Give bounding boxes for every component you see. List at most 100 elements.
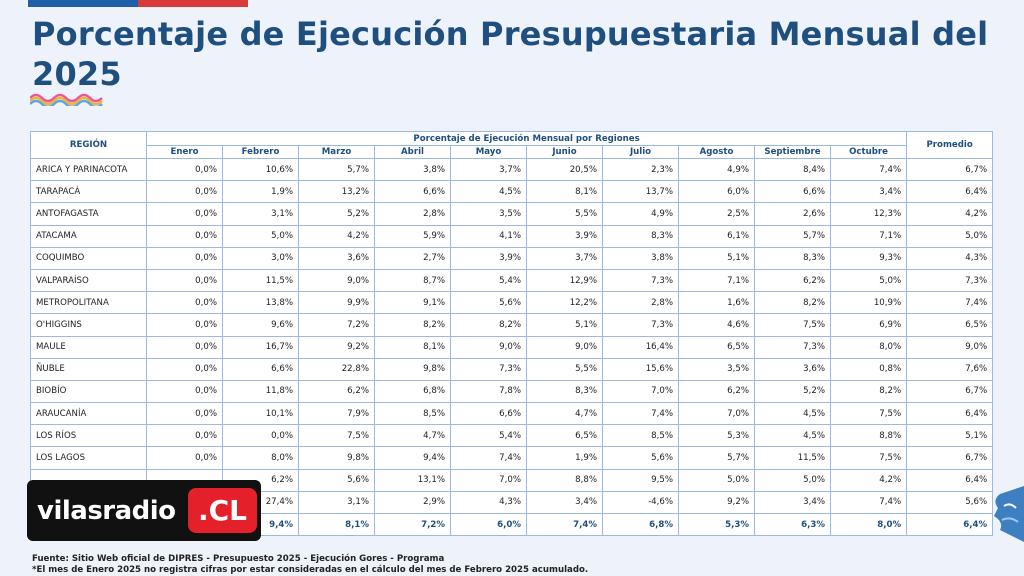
accent-bar-blue <box>28 0 138 7</box>
value-cell: 5,2% <box>298 202 375 226</box>
value-cell: 0,0% <box>146 424 223 448</box>
value-cell: 0,0% <box>146 157 223 182</box>
value-cell: 6,5% <box>678 335 755 359</box>
value-cell: 0,0% <box>146 291 223 315</box>
value-cell: 7,4% <box>450 446 527 470</box>
value-cell: 3,1% <box>222 202 299 226</box>
average-cell: 6,4% <box>906 402 994 426</box>
value-cell: 7,3% <box>602 313 679 337</box>
table-row: METROPOLITANA 0,0% 13,8% 9,9% 9,1% 5,6% 12,2% 2… <box>30 291 994 315</box>
value-cell: 8,3% <box>602 224 679 248</box>
value-cell: 4,1% <box>450 224 527 248</box>
value-cell: 4,3% <box>450 490 527 515</box>
value-cell: 6,0% <box>678 180 755 204</box>
month-header: Marzo <box>298 145 375 159</box>
top-accent-bar <box>28 0 248 7</box>
value-cell: 13,8% <box>222 291 299 315</box>
value-cell: 10,6% <box>222 157 299 182</box>
region-cell: ARAUCANÍA <box>30 402 147 426</box>
logo-text: vilasradio <box>37 495 176 526</box>
value-cell: 3,5% <box>450 202 527 226</box>
average-cell: 6,4% <box>906 468 994 492</box>
value-cell: 6,6% <box>754 180 831 204</box>
average-cell: 6,7% <box>906 446 994 470</box>
accent-bar-red <box>138 0 248 7</box>
value-cell: 5,0% <box>678 468 755 492</box>
value-cell: 7,8% <box>450 379 527 404</box>
value-cell: 6,9% <box>829 313 908 337</box>
month-header: Julio <box>602 145 679 159</box>
value-cell: 7,0% <box>450 468 527 492</box>
value-cell: 7,9% <box>298 402 375 426</box>
value-cell: 7,0% <box>678 402 755 426</box>
value-cell: 15,6% <box>602 357 679 381</box>
value-cell: 4,5% <box>754 424 831 448</box>
value-cell: 13,7% <box>602 180 679 204</box>
table-row: TARAPACÁ 0,0% 1,9% 13,2% 6,6% 4,5% 8,1% 13,7% 6,… <box>30 180 994 204</box>
value-cell: 1,9% <box>526 446 603 470</box>
decorative-corner-icon <box>994 486 1024 542</box>
value-cell: 10,9% <box>829 291 908 315</box>
value-cell: 20,5% <box>526 157 603 182</box>
value-cell: 12,9% <box>526 268 603 293</box>
value-cell: 4,6% <box>678 313 755 337</box>
value-cell: 0,0% <box>146 224 223 248</box>
value-cell: 8,5% <box>602 424 679 448</box>
value-cell: 4,2% <box>829 468 908 492</box>
value-cell: 5,0% <box>754 468 831 492</box>
value-cell: 13,2% <box>298 180 375 204</box>
month-header: Junio <box>526 145 603 159</box>
total-average-cell: 6,4% <box>906 512 994 537</box>
value-cell: 6,2% <box>298 379 375 404</box>
value-cell: 4,7% <box>374 424 451 448</box>
value-cell: 7,1% <box>829 224 908 248</box>
value-cell: 1,6% <box>678 291 755 315</box>
value-cell: 9,0% <box>298 268 375 293</box>
value-cell: 7,5% <box>829 446 908 470</box>
table-row: COQUIMBO 0,0% 3,0% 3,6% 2,7% 3,9% 3,7% 3,8% 5,1%… <box>30 246 994 270</box>
value-cell: 0,8% <box>829 357 908 381</box>
budget-table: REGIÓN Porcentaje de Ejecución Mensual p… <box>30 131 994 537</box>
value-cell: 0,0% <box>146 268 223 293</box>
value-cell: 7,4% <box>829 157 908 182</box>
value-cell: 8,1% <box>374 335 451 359</box>
value-cell: 9,6% <box>222 313 299 337</box>
value-cell: 8,3% <box>754 246 831 270</box>
value-cell: 9,2% <box>678 490 755 515</box>
value-cell: 5,4% <box>450 268 527 293</box>
value-cell: 3,7% <box>526 246 603 270</box>
footer-source: Fuente: Sitio Web oficial de DIPRES - Pr… <box>32 554 445 564</box>
value-cell: 2,9% <box>374 490 451 515</box>
decorative-wave-icon <box>30 93 103 106</box>
value-cell: 5,1% <box>678 246 755 270</box>
value-cell: 5,7% <box>678 446 755 470</box>
value-cell: 12,2% <box>526 291 603 315</box>
value-cell: 8,2% <box>754 291 831 315</box>
value-cell: 9,8% <box>374 357 451 381</box>
value-cell: 3,9% <box>526 224 603 248</box>
value-cell: 3,6% <box>754 357 831 381</box>
value-cell: 2,8% <box>374 202 451 226</box>
value-cell: 5,7% <box>298 157 375 182</box>
average-cell: 5,0% <box>906 224 994 248</box>
value-cell: 6,2% <box>678 379 755 404</box>
table-row: BIOBÍO 0,0% 11,8% 6,2% 6,8% 7,8% 8,3% 7,0% 6,2% 5… <box>30 379 994 404</box>
value-cell: 9,0% <box>450 335 527 359</box>
total-value-cell: 6,8% <box>602 512 679 537</box>
group-header: Porcentaje de Ejecución Mensual por Regi… <box>145 131 908 146</box>
average-cell: 4,2% <box>906 202 994 226</box>
value-cell: 6,6% <box>222 357 299 381</box>
value-cell: 5,6% <box>298 468 375 492</box>
value-cell: 3,4% <box>754 490 831 515</box>
value-cell: 7,4% <box>602 402 679 426</box>
value-cell: 9,9% <box>298 291 375 315</box>
value-cell: 8,2% <box>450 313 527 337</box>
value-cell: 6,5% <box>526 424 603 448</box>
region-cell: ARICA Y PARINACOTA <box>30 157 147 182</box>
value-cell: 2,8% <box>602 291 679 315</box>
value-cell: 7,3% <box>754 335 831 359</box>
average-cell: 7,3% <box>906 268 994 293</box>
value-cell: 5,7% <box>754 224 831 248</box>
value-cell: 2,6% <box>754 202 831 226</box>
value-cell: 5,6% <box>602 446 679 470</box>
